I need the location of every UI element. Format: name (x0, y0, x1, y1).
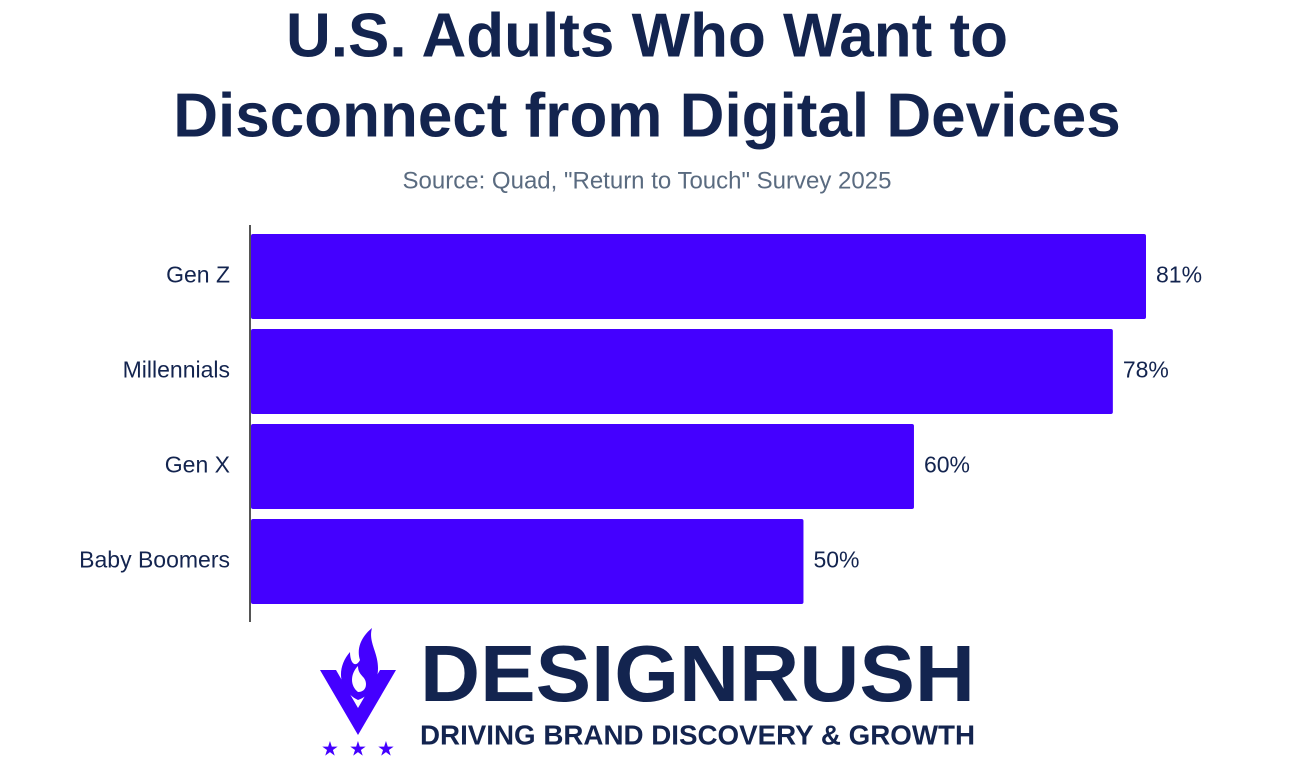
svg-text:★: ★ (377, 738, 395, 760)
chart-subtitle: Source: Quad, "Return to Touch" Survey 2… (403, 167, 892, 194)
logo-tagline: DRIVING BRAND DISCOVERY & GROWTH (420, 719, 975, 750)
chart-title: U.S. Adults Who Want to (286, 1, 1008, 70)
value-label: 60% (924, 452, 970, 478)
category-label: Gen Z (166, 262, 230, 288)
value-label: 50% (813, 547, 859, 573)
category-label: Gen X (165, 452, 230, 478)
svg-text:★: ★ (321, 738, 339, 760)
value-label: 81% (1156, 262, 1202, 288)
value-label: 78% (1123, 357, 1169, 383)
chart-title: Disconnect from Digital Devices (173, 81, 1121, 150)
logo-mark: ★ ★ ★ (320, 628, 396, 760)
svg-text:★: ★ (349, 738, 367, 760)
category-label: Baby Boomers (79, 547, 230, 573)
bar (251, 329, 1113, 414)
bar (251, 519, 804, 604)
logo-name: DESIGNRUSH (420, 629, 975, 718)
bar (251, 424, 914, 509)
category-label: Millennials (123, 357, 230, 383)
bar (251, 234, 1146, 319)
